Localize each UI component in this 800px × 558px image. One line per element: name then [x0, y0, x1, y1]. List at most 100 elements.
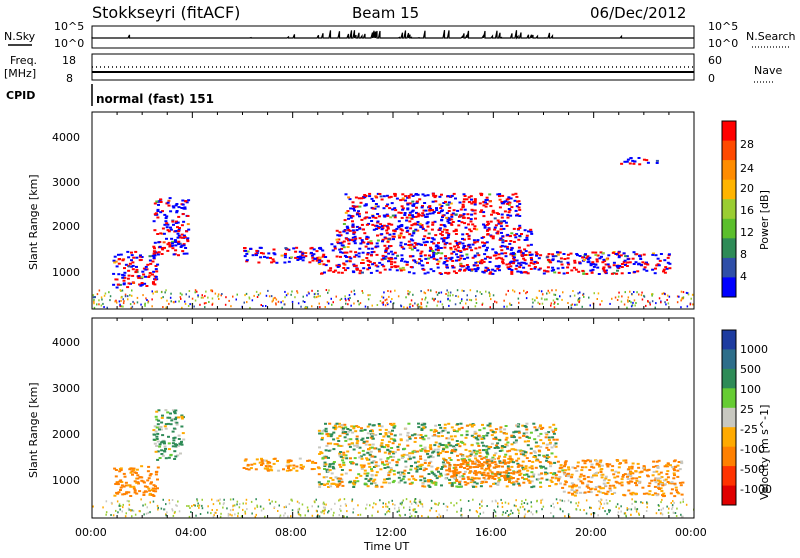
velocity-cell [135, 468, 139, 471]
power-cell [358, 215, 361, 218]
power-cell [295, 246, 299, 249]
velocity-cell [595, 459, 599, 462]
power-cell [415, 223, 419, 226]
velocity-cell [474, 452, 478, 455]
power-cell [358, 247, 362, 250]
velocity-cell [427, 462, 431, 465]
power-cell [152, 270, 156, 273]
power-cell [485, 241, 489, 244]
power-cell [523, 239, 527, 241]
power-cell [431, 209, 434, 212]
velocity-clutter-cell [550, 504, 552, 507]
power-cell [470, 202, 474, 205]
power-cell [423, 235, 427, 238]
power-cell [171, 247, 175, 250]
power-cell [436, 245, 440, 248]
velocity-cell [396, 448, 400, 451]
velocity-clutter-cell [290, 515, 292, 518]
power-cell [449, 246, 453, 249]
power-cell [343, 254, 347, 257]
velocity-cell [483, 461, 487, 464]
velocity-cell [153, 442, 157, 445]
velocity-clutter-cell [92, 505, 94, 508]
velocity-cell [538, 425, 542, 428]
power-clutter-cell [576, 303, 578, 306]
velocity-cell [468, 465, 472, 468]
velocity-cell [369, 450, 373, 453]
velocity-clutter-cell [118, 504, 120, 507]
velocity-cell [498, 478, 502, 481]
velocity-cell [392, 455, 396, 458]
power-clutter-cell [555, 297, 558, 300]
power-cell [424, 229, 428, 232]
velocity-cell [493, 447, 497, 449]
velocity-clutter-cell [481, 499, 483, 502]
velocity-cell [610, 493, 614, 495]
velocity-cell [440, 435, 444, 437]
power-cell [462, 213, 466, 216]
velocity-cell [152, 490, 156, 492]
velocity-cell [317, 429, 321, 432]
velocity-cell [390, 433, 393, 436]
velocity-cell [386, 463, 389, 466]
power-clutter-cell [217, 295, 219, 298]
power-clutter-cell [678, 295, 680, 298]
velocity-clutter-cell [446, 509, 448, 512]
power-cell [499, 228, 503, 231]
velocity-cell [681, 481, 685, 484]
power-clutter-cell [409, 305, 411, 308]
velocity-cell [539, 465, 543, 468]
velocity-cell [374, 485, 378, 488]
power-cell [156, 216, 160, 219]
nsky-label: N.Sky [4, 30, 36, 43]
velocity-cell [627, 468, 631, 471]
velocity-clutter-cell [387, 510, 389, 512]
power-cell [294, 250, 298, 253]
velocity-cell [420, 463, 424, 466]
power-cell [471, 256, 475, 259]
power-cell [494, 224, 498, 227]
power-cell [112, 272, 116, 275]
velocity-clutter-cell [494, 514, 497, 517]
power-cell [456, 209, 460, 212]
power-clutter-cell [476, 290, 478, 293]
velocity-cell [380, 425, 384, 428]
power-cell [393, 230, 397, 233]
velocity-clutter-cell [140, 498, 142, 501]
power-cell [550, 269, 554, 272]
power-cell [175, 210, 179, 212]
velocity-cell [365, 474, 369, 477]
power-cell [431, 223, 435, 226]
power-cell [399, 228, 403, 231]
power-cell [159, 201, 163, 203]
velocity-cell [171, 418, 175, 420]
power-clutter-cell [265, 305, 267, 307]
power-cell [385, 225, 389, 228]
freq-tick-top: 18 [62, 54, 76, 67]
velocity-cell [653, 479, 657, 482]
velocity-cell [520, 451, 524, 454]
velocity-cell [503, 462, 507, 465]
power-cell [427, 257, 431, 260]
velocity-clutter-cell [323, 503, 325, 506]
power-clutter-cell [544, 298, 546, 301]
power-cell [381, 240, 384, 243]
velocity-cell [288, 464, 292, 467]
power-cell [533, 261, 537, 264]
velocity-cell [426, 479, 430, 482]
power-cell [409, 238, 413, 241]
power-cell [520, 254, 524, 257]
power-cell [351, 229, 355, 232]
velocity-cell [170, 419, 174, 422]
power-cell [398, 267, 402, 270]
velocity-clutter-cell [409, 500, 412, 503]
power-clutter-cell [641, 298, 644, 301]
power-cell [347, 239, 350, 242]
velocity-clutter-cell [437, 503, 439, 506]
power-cell [547, 253, 551, 255]
velocity-cell [532, 485, 536, 488]
velocity-cell [471, 462, 475, 465]
power-cell [517, 206, 521, 209]
velocity-cell [341, 429, 345, 432]
velocity-cell [377, 423, 381, 425]
